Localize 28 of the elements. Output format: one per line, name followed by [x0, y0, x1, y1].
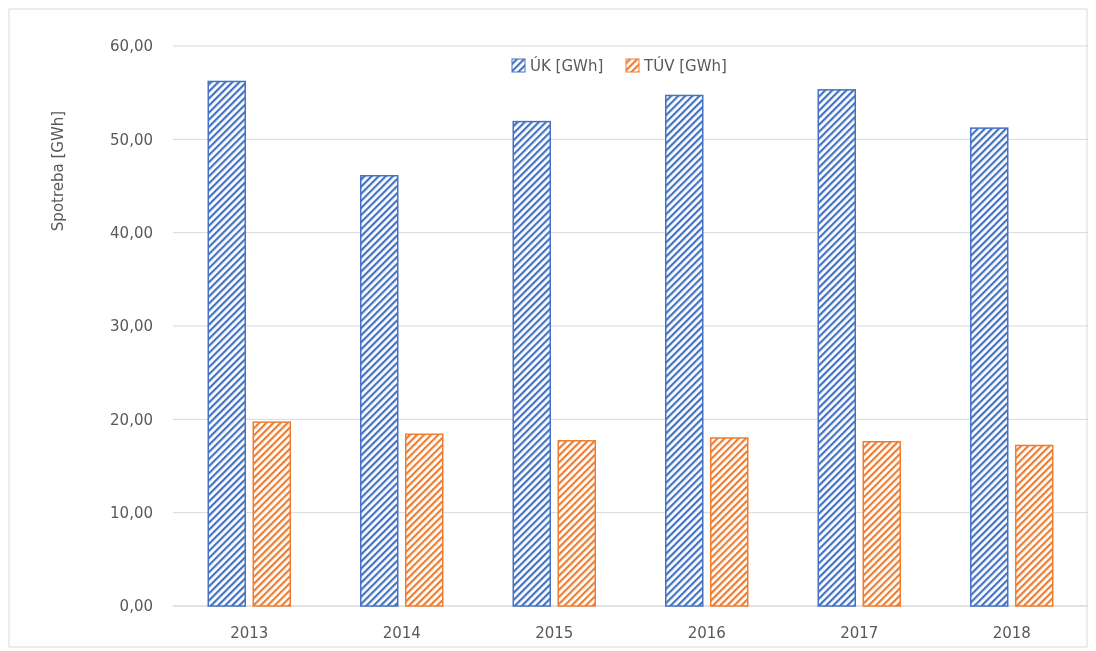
x-tick-label: 2013 [230, 624, 269, 642]
bar [970, 127, 1009, 607]
y-tick-label: 20,00 [110, 410, 153, 429]
legend-label: ÚK [GWh] [530, 56, 604, 76]
y-axis-title: Spotreba [GWh] [49, 110, 67, 232]
bar [405, 433, 444, 607]
bar [710, 437, 749, 607]
bar [665, 94, 704, 607]
bar [1015, 444, 1054, 607]
bar [207, 80, 246, 607]
x-tick-label: 2017 [840, 624, 879, 642]
y-tick-label: 0,00 [119, 597, 153, 616]
legend-label: TÚV [GWh] [643, 56, 727, 76]
x-tick-label: 2014 [382, 624, 421, 642]
bar [360, 174, 399, 607]
x-tick-label: 2018 [992, 624, 1031, 642]
x-tick-label: 2015 [535, 624, 574, 642]
y-tick-label: 30,00 [110, 317, 153, 336]
y-tick-label: 40,00 [110, 223, 153, 242]
y-tick-label: 60,00 [110, 37, 153, 56]
bar [557, 440, 596, 607]
x-tick-label: 2016 [687, 624, 726, 642]
bar [817, 89, 856, 607]
bar [512, 120, 551, 607]
bar [252, 421, 291, 607]
y-tick-label: 10,00 [110, 503, 153, 522]
y-tick-label: 50,00 [110, 130, 153, 149]
bar [862, 440, 901, 607]
